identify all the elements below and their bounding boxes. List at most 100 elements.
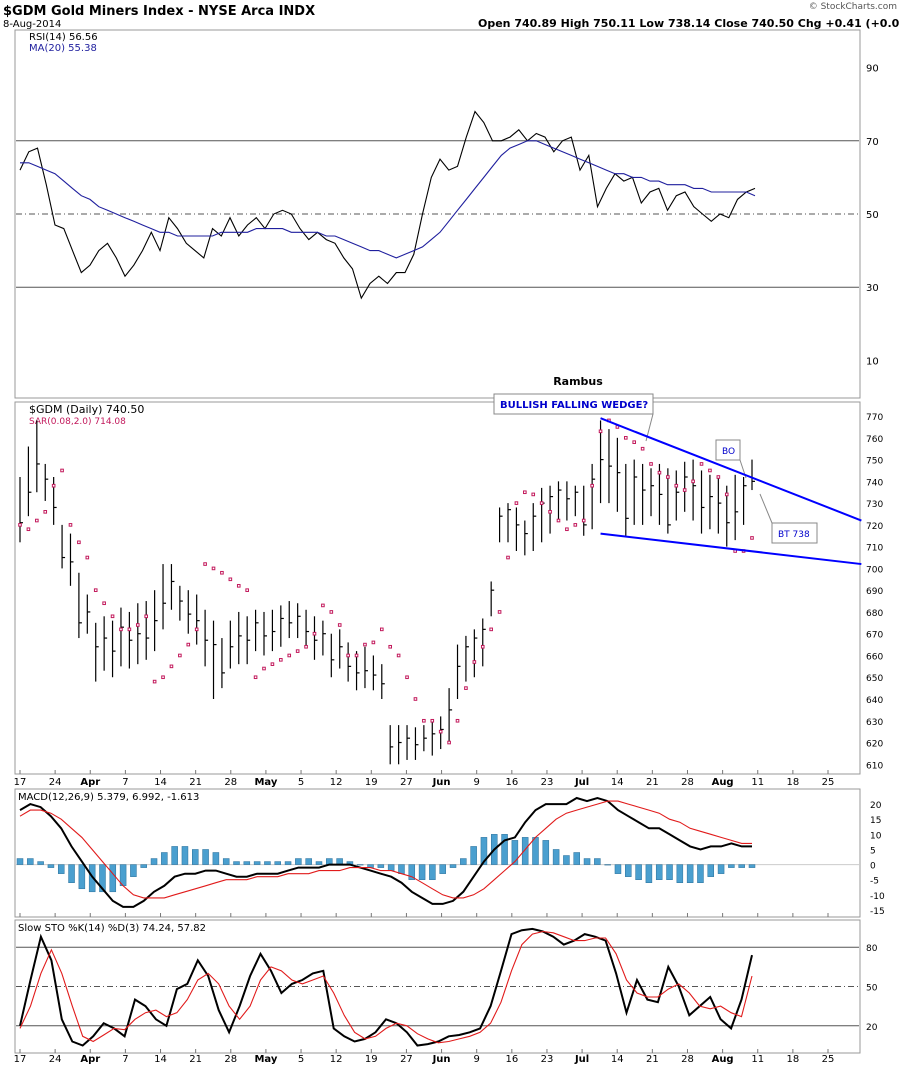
sar-dot-25	[228, 577, 233, 582]
xaxis-label-0-3: 7	[122, 777, 128, 788]
xaxis-label-0-15: 23	[541, 777, 554, 788]
macd-ytick-4: 0	[870, 862, 876, 872]
xaxis-label-1-4: 14	[154, 1054, 167, 1065]
sar-dot-87	[750, 536, 754, 540]
sar-dot-52	[455, 718, 460, 723]
macd-hist-bar-70	[738, 864, 745, 868]
macd-hist-bar-24	[264, 861, 271, 865]
macd-ytick-2: 10	[870, 831, 882, 841]
xaxis-label-0-17: 14	[611, 777, 624, 788]
sar-dot-44	[388, 644, 393, 649]
xaxis-label-1-21: 11	[751, 1054, 764, 1065]
sar-dot-63	[548, 510, 552, 514]
annotation-bo-box	[715, 439, 741, 461]
price-ytick-12: 730	[866, 500, 883, 510]
price-ytick-2: 630	[866, 718, 883, 728]
price-ytick-8: 690	[866, 587, 883, 597]
macd-hist-bar-1	[27, 858, 34, 865]
ohlc-readout: Open 740.89 High 750.11 Low 738.14 Close…	[478, 17, 900, 30]
sar-dot-78	[674, 483, 679, 488]
sto-series-0	[19, 927, 753, 1047]
sar-dot-82	[708, 468, 712, 473]
sar-dot-39	[346, 653, 350, 658]
sar-dot-49	[430, 718, 435, 723]
rsi-legend: RSI(14) 56.56 MA(20) 55.38	[29, 32, 98, 54]
macd-hist-bar-20	[222, 858, 230, 865]
macd-hist-bar-66	[697, 864, 704, 883]
xaxis-label-0-10: 19	[365, 777, 378, 788]
sar-dot-24	[220, 570, 224, 575]
macd-hist-bar-42	[449, 864, 457, 868]
macd-hist-bar-69	[728, 864, 735, 868]
sar-dot-27	[245, 588, 249, 592]
sar-dot-59	[514, 501, 519, 505]
macd-hist-bar-41	[439, 864, 446, 874]
annotation-bo-text: BO	[722, 447, 735, 457]
sar-dot-14	[135, 623, 140, 627]
xaxis-label-1-7: May	[254, 1054, 277, 1065]
sar-dot-45	[396, 653, 401, 658]
sar-dot-61	[531, 492, 536, 497]
sar-dot-65	[565, 527, 569, 532]
macd-ytick-0: 20	[870, 801, 882, 811]
macd-hist-bar-11	[130, 864, 137, 877]
wedge-lower-line	[600, 532, 862, 566]
macd-hist-bar-52	[552, 849, 560, 865]
macd-hist-bar-16	[181, 846, 189, 865]
macd-hist-bar-61	[645, 864, 653, 883]
sar-dot-67	[581, 518, 586, 523]
sar-dot-32	[287, 653, 292, 658]
sar-dot-41	[363, 642, 367, 647]
sar-dot-10	[102, 601, 106, 606]
price-ytick-5: 660	[866, 652, 883, 662]
price-ytick-7: 680	[866, 609, 883, 619]
xaxis-label-0-11: 27	[400, 777, 413, 788]
sar-dot-69	[598, 429, 603, 434]
sto-ytick-1: 50	[866, 984, 878, 994]
macd-hist-bar-33	[356, 864, 364, 866]
sar-dot-34	[304, 644, 308, 649]
sar-dot-19	[178, 653, 182, 658]
sar-dot-13	[127, 627, 132, 632]
price-ytick-9: 700	[866, 565, 883, 575]
macd-hist-bar-0	[16, 858, 24, 865]
xaxis-label-1-9: 12	[330, 1054, 343, 1065]
price-ytick-16: 770	[866, 413, 883, 423]
sar-dot-83	[716, 475, 721, 479]
macd-hist-bar-36	[387, 864, 395, 871]
macd-hist-bar-63	[666, 864, 673, 880]
macd-series-1	[19, 800, 752, 899]
macd-hist-bar-47	[501, 834, 508, 865]
sar-dot-79	[682, 488, 687, 492]
xaxis-label-0-2: Apr	[80, 777, 100, 788]
macd-hist-bar-49	[521, 837, 529, 865]
sar-dot-51	[447, 740, 451, 745]
price-plot: 610 620 630 640 650 660 670 680 690 700 710 720 730 7…	[18, 413, 883, 771]
xaxis-label-1-18: 21	[646, 1054, 659, 1065]
price-ytick-0: 610	[866, 761, 883, 771]
macd-hist-bar-19	[212, 852, 220, 865]
sto-ytick-0: 20	[866, 1023, 878, 1033]
price-ytick-14: 750	[866, 457, 883, 467]
macd-hist-bar-6	[78, 864, 86, 890]
rsi-plot: 10 30 50 70 90	[16, 64, 879, 367]
macd-hist-bar-12	[140, 864, 147, 868]
macd-hist-bar-21	[233, 861, 240, 865]
xaxis-label-0-13: 9	[474, 777, 480, 788]
sar-dot-28	[253, 675, 258, 680]
xaxis-label-0-20: Aug	[712, 777, 734, 788]
macd-hist-bar-22	[243, 861, 251, 865]
rsi-ytick-4: 90	[866, 64, 879, 75]
xaxis-label-1-16: Jul	[574, 1054, 589, 1065]
sar-dot-74	[640, 446, 645, 451]
sar-dot-5	[60, 468, 64, 473]
xaxis-label-1-11: 27	[400, 1054, 413, 1065]
xaxis-label-1-22: 18	[787, 1054, 800, 1065]
sar-dot-72	[623, 436, 628, 440]
xaxis-label-1-12: Jun	[432, 1054, 451, 1065]
xaxis-label-0-21: 11	[751, 777, 764, 788]
sar-dot-23	[211, 566, 216, 571]
macd-hist-bar-8	[99, 864, 106, 893]
sar-dot-33	[295, 649, 300, 653]
macd-hist-bar-54	[573, 852, 580, 865]
